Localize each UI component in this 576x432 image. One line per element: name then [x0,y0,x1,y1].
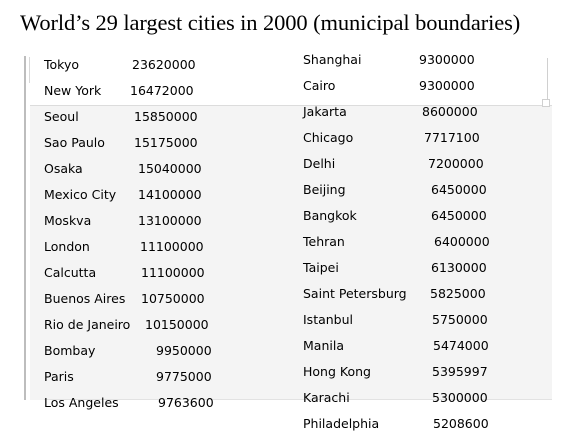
right-column-population-value: 9300000 [419,78,475,93]
table-shaded-region [30,105,552,400]
left-column-city-name: Osaka [44,161,83,176]
left-column-city-name: Los Angeles [44,395,119,410]
left-column-city-name: Paris [44,369,74,384]
left-column-city-name: Mexico City [44,187,117,202]
left-column-city-name: Bombay [44,343,96,358]
right-column-city-name: Delhi [303,156,336,171]
right-column-population-value: 5825000 [430,286,486,301]
left-column-population-value: 15175000 [134,135,198,150]
right-column-population-value: 6400000 [434,234,490,249]
right-column-population-value: 5750000 [432,312,488,327]
left-column-city-name: Rio de Janeiro [44,317,131,332]
right-column-city-name: Karachi [303,390,350,405]
table-bottom-divider [44,399,552,400]
right-column-population-value: 5208600 [433,416,489,431]
right-column-city-name: Cairo [303,78,336,93]
right-column-city-name: Chicago [303,130,354,145]
right-border-line [547,58,548,100]
corner-handle [542,99,550,107]
right-column-population-value: 7717100 [424,130,480,145]
right-column-city-name: Philadelphia [303,416,380,431]
left-column-population-value: 9950000 [156,343,212,358]
right-column-city-name: Tehran [303,234,345,249]
right-column-population-value: 5474000 [433,338,489,353]
left-column-population-value: 15040000 [138,161,202,176]
left-column-city-name: Tokyo [44,57,79,72]
right-column-city-name: Jakarta [303,104,347,119]
left-column-population-value: 9775000 [156,369,212,384]
right-column-population-value: 6450000 [431,182,487,197]
left-column-population-value: 14100000 [138,187,202,202]
left-column-city-name: Moskva [44,213,92,228]
right-column-population-value: 7200000 [428,156,484,171]
left-column-population-value: 10750000 [141,291,205,306]
right-column-city-name: Manila [303,338,344,353]
page-title: World’s 29 largest cities in 2000 (munic… [20,10,521,35]
left-column-city-name: Calcutta [44,265,97,280]
left-column-population-value: 10150000 [145,317,209,332]
left-inner-border-line [29,57,30,83]
left-column-population-value: 15850000 [134,109,198,124]
left-column-population-value: 16472000 [130,83,194,98]
right-column-city-name: Taipei [303,260,339,275]
left-column-population-value: 23620000 [132,57,196,72]
right-column-population-value: 5300000 [432,390,488,405]
left-column-city-name: New York [44,83,102,98]
right-column-city-name: Beijing [303,182,346,197]
right-column-city-name: Shanghai [303,52,362,67]
left-column-population-value: 13100000 [138,213,202,228]
left-column-population-value: 11100000 [141,265,205,280]
right-column-city-name: Saint Petersburg [303,286,407,301]
right-column-population-value: 8600000 [422,104,478,119]
right-column-city-name: Istanbul [303,312,354,327]
right-column-city-name: Bangkok [303,208,357,223]
right-column-city-name: Hong Kong [303,364,371,379]
left-column-population-value: 9763600 [158,395,214,410]
left-column-city-name: Sao Paulo [44,135,105,150]
right-column-population-value: 9300000 [419,52,475,67]
right-column-population-value: 6450000 [431,208,487,223]
right-column-population-value: 6130000 [431,260,487,275]
left-column-city-name: Seoul [44,109,79,124]
left-border-line [24,56,26,400]
right-column-population-value: 5395997 [432,364,488,379]
left-column-city-name: London [44,239,90,254]
left-column-population-value: 11100000 [140,239,204,254]
left-column-city-name: Buenos Aires [44,291,126,306]
